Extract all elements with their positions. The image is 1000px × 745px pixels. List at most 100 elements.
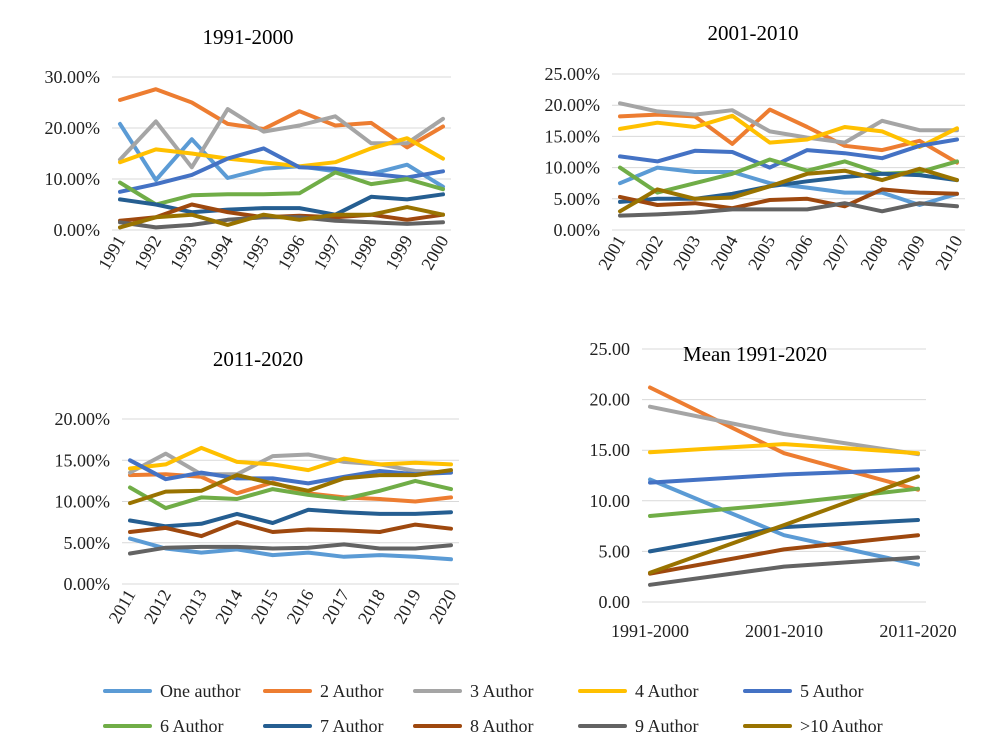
legend-label: 9 Author: [635, 716, 699, 736]
x-tick-label: 1997: [309, 232, 344, 273]
y-tick-label: 0.00%: [64, 574, 111, 594]
chart-panel-mean-1991-2020: 0.00 5.00 10.00 15.00 20.00 25.00 1991-2000 200…: [590, 339, 957, 641]
x-tick-label: 2006: [781, 232, 816, 273]
y-tick-label: 20.00%: [545, 95, 601, 115]
series-line-8-author: [128, 520, 453, 539]
series-line-9-author: [648, 555, 920, 587]
x-tick-label: 1992: [130, 232, 165, 273]
y-tick-label: 15.00%: [55, 450, 111, 470]
x-tick-label: 2010: [931, 232, 966, 273]
series-line-10-author: [128, 468, 453, 506]
series-line-2-author: [118, 87, 445, 150]
x-tick-label: 2015: [247, 586, 282, 627]
series-line-5-author: [618, 137, 959, 170]
y-tick-label: 30.00%: [45, 67, 101, 87]
y-tick-label: 5.00%: [64, 533, 111, 553]
x-tick-label: 1996: [274, 232, 309, 273]
x-tick-label: 1991-2000: [611, 621, 689, 641]
legend-label: 4 Author: [635, 681, 699, 701]
series-line-one-author: [648, 477, 920, 567]
x-tick-label: 2008: [856, 232, 891, 273]
legend-label: 8 Author: [470, 716, 534, 736]
series-line-9-author: [618, 201, 959, 218]
x-tick-label: 2020: [425, 586, 460, 627]
series-line-7-author: [128, 507, 453, 529]
x-tick-label: 2001-2010: [745, 621, 823, 641]
series-line-7-author: [118, 192, 445, 217]
x-tick-label: 1994: [202, 232, 237, 273]
x-tick-label: 2018: [354, 586, 389, 627]
series-line-5-author: [128, 458, 453, 486]
series-line-3-author: [648, 404, 920, 457]
x-tick-label: 2014: [211, 586, 246, 627]
y-tick-label: 20.00: [590, 390, 631, 410]
legend-label: >10 Author: [800, 716, 883, 736]
chart-title: 1991-2000: [203, 25, 294, 49]
y-tick-label: 0.00%: [54, 220, 101, 240]
series-line-10-author: [618, 166, 959, 214]
series-line-4-author: [118, 136, 445, 169]
series-line-4-author: [618, 113, 959, 149]
legend-label: One author: [160, 681, 240, 701]
y-tick-label: 10.00%: [545, 158, 601, 178]
chart-panel-1991-2000: 0.00%10.00%20.00%30.00%1991 1992 1993 1994 1…: [45, 25, 453, 273]
legend-label: 7 Author: [320, 716, 384, 736]
legend-item-6-author: 6 Author: [103, 716, 224, 736]
legend-item-2-author: 2 Author: [263, 681, 384, 701]
series-line-6-author: [118, 170, 445, 207]
chart-title: 2001-2010: [708, 21, 799, 45]
legend-label: 3 Author: [470, 681, 534, 701]
x-tick-label: 2007: [819, 232, 854, 273]
series-line-5-author: [118, 146, 445, 194]
legend: One author 2 Author 3 Author 4 Author 5 Auth…: [103, 681, 883, 736]
series-line-3-author: [618, 101, 959, 145]
chart-panel-2011-2020: 0.00%5.00%10.00%15.00%20.00%2011 2012 2013…: [55, 347, 461, 627]
x-tick-label: 2005: [744, 232, 779, 273]
legend-label: 5 Author: [800, 681, 864, 701]
series-line-10-author: [648, 474, 920, 575]
series-line-8-author: [618, 187, 959, 211]
y-tick-label: 15.00: [590, 440, 631, 460]
x-tick-label: 1993: [166, 232, 201, 273]
x-tick-label: 2003: [669, 232, 704, 273]
x-tick-label: 2002: [632, 232, 667, 273]
y-tick-label: 15.00%: [545, 126, 601, 146]
y-tick-label: 10.00: [590, 491, 631, 511]
x-tick-label: 2004: [706, 232, 741, 273]
legend-item-5-author: 5 Author: [743, 681, 864, 701]
series-line-4-author: [648, 442, 920, 456]
y-tick-label: 0.00%: [554, 220, 601, 240]
legend-item-4-author: 4 Author: [578, 681, 699, 701]
x-tick-label: 2019: [389, 586, 424, 627]
y-tick-label: 0.00: [599, 592, 631, 612]
legend-label: 2 Author: [320, 681, 384, 701]
chart-title: 2011-2020: [213, 347, 303, 371]
x-tick-label: 2017: [318, 586, 353, 627]
series-line-3-author: [128, 451, 453, 477]
series-line-5-author: [648, 467, 920, 485]
legend-item-8-author: 8 Author: [413, 716, 534, 736]
x-tick-label: 1999: [381, 232, 416, 273]
x-tick-label: 2011-2020: [879, 621, 956, 641]
x-tick-label: 1998: [345, 232, 380, 273]
y-tick-label: 25.00%: [545, 64, 601, 84]
series-line-6-author: [128, 478, 453, 511]
x-tick-label: 2012: [140, 586, 175, 627]
y-tick-label: 10.00%: [45, 169, 101, 189]
legend-item-3-author: 3 Author: [413, 681, 534, 701]
series-line-one-author: [118, 121, 445, 189]
y-tick-label: 20.00%: [45, 118, 101, 138]
x-tick-label: 2009: [894, 232, 929, 273]
legend-item-9-author: 9 Author: [578, 716, 699, 736]
x-tick-label: 2000: [417, 232, 452, 273]
chart-title: Mean 1991-2020: [683, 342, 827, 366]
y-tick-label: 5.00: [599, 541, 631, 561]
series-line-one-author: [128, 536, 453, 562]
x-tick-label: 2013: [175, 586, 210, 627]
x-tick-label: 1995: [238, 232, 273, 273]
series-line-9-author: [128, 542, 453, 556]
series-line-2-author: [618, 107, 959, 165]
series-line-10-author: [118, 205, 445, 230]
y-tick-label: 20.00%: [55, 409, 111, 429]
